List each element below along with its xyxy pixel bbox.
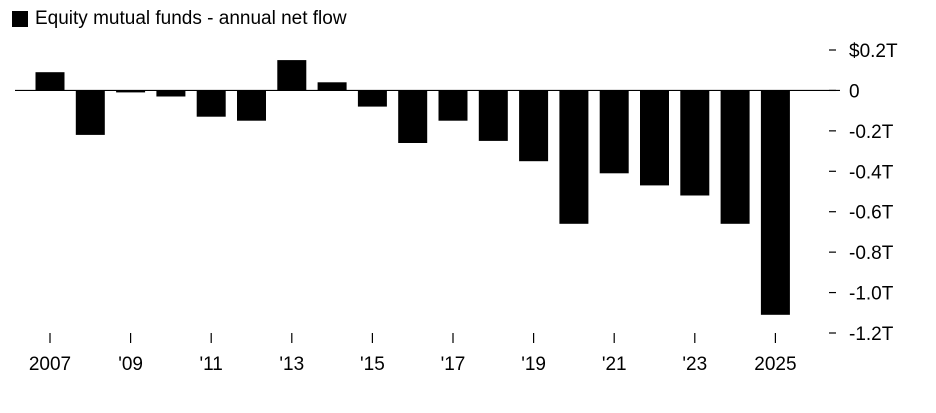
bar-2020	[559, 90, 589, 224]
bar-2015	[357, 90, 387, 107]
x-tick-label: '15	[360, 354, 385, 375]
y-tick-label: 0	[849, 81, 860, 102]
x-tick-label: 2007	[29, 354, 71, 375]
x-tick-label: '09	[118, 354, 143, 375]
bar-2021	[599, 90, 629, 174]
bar-2012	[237, 90, 266, 121]
x-tick-label: 2025	[754, 354, 796, 375]
bar-2023	[680, 90, 710, 196]
x-tick-label: '13	[279, 354, 304, 375]
y-tick-label: -0.2T	[849, 122, 894, 143]
x-tick-label: '11	[200, 354, 223, 375]
bar-2013	[277, 60, 307, 91]
bar-2025	[760, 90, 790, 315]
bar-2009	[116, 90, 146, 93]
bar-2022	[640, 90, 669, 186]
bar-2014	[317, 82, 347, 91]
y-tick-label: -0.6T	[849, 203, 894, 224]
bar-2018	[478, 90, 508, 141]
bar-2008	[75, 90, 105, 135]
legend: Equity mutual funds - annual net flow	[12, 8, 347, 30]
bar-2016	[398, 90, 428, 143]
x-tick-label: '21	[602, 354, 627, 375]
x-tick-label: '19	[521, 354, 546, 375]
y-tick-label: -0.8T	[849, 243, 894, 264]
bar-2017	[438, 90, 468, 121]
x-tick-label: '23	[682, 354, 707, 375]
x-tick-label: '17	[441, 354, 466, 375]
bar-2007	[35, 72, 65, 91]
legend-swatch	[12, 11, 28, 27]
bar-2019	[519, 90, 549, 162]
y-tick-label: -1.0T	[849, 284, 894, 305]
y-tick-label: $0.2T	[849, 41, 898, 62]
legend-label: Equity mutual funds - annual net flow	[35, 8, 347, 29]
y-axis: $0.2T 0 -0.2T -0.4T -0.6T -0.8T -1.0T -1.2T	[829, 41, 898, 345]
bar-2024	[720, 90, 750, 224]
bar-2010	[156, 90, 186, 97]
x-axis: 2007 '09 '11 '13 '15 '17 '19 '21 '23 2025	[29, 333, 797, 375]
y-tick-label: -0.4T	[849, 162, 894, 183]
y-tick-label: -1.2T	[849, 324, 894, 345]
bars-group	[35, 60, 790, 315]
bar-2011	[196, 90, 226, 117]
